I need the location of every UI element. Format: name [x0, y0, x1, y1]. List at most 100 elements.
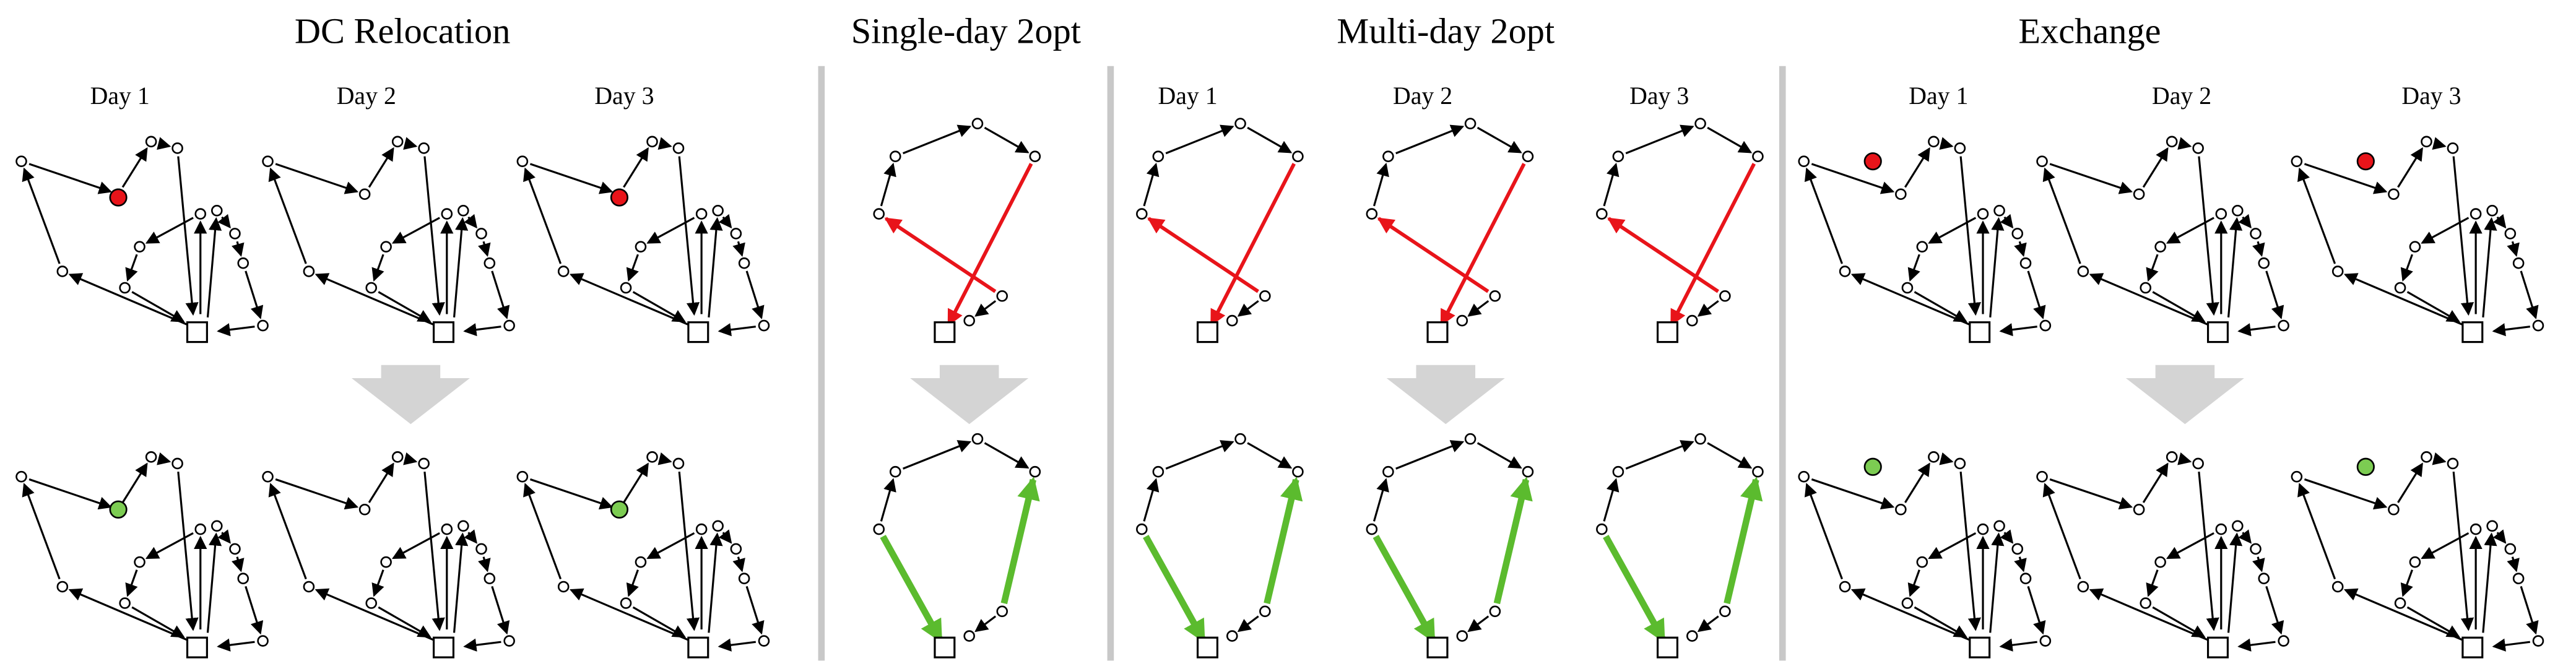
edge — [2237, 638, 2276, 652]
edge — [2297, 167, 2336, 264]
node — [2394, 282, 2406, 294]
edge — [131, 606, 185, 638]
route-panel — [262, 451, 515, 659]
node — [484, 572, 496, 584]
node — [119, 282, 131, 294]
edge — [125, 569, 138, 597]
node — [358, 503, 371, 516]
route-panel — [1798, 136, 2052, 343]
edge — [1707, 442, 1753, 469]
edge — [732, 241, 745, 257]
route-panel — [1136, 118, 1304, 343]
node — [2356, 457, 2375, 476]
edge — [2089, 588, 2211, 642]
node — [1489, 290, 1501, 302]
node — [109, 500, 128, 519]
node — [2011, 543, 2024, 555]
edge — [2049, 163, 2133, 194]
edge — [2452, 472, 2474, 631]
node — [2486, 520, 2498, 532]
edge — [478, 556, 491, 572]
edge — [391, 217, 440, 244]
edge — [1377, 217, 1490, 293]
edge — [2152, 291, 2206, 322]
node — [56, 266, 69, 277]
node — [262, 155, 274, 167]
edge — [2520, 585, 2539, 635]
node — [1259, 605, 1271, 618]
edge — [646, 532, 695, 559]
node — [145, 136, 157, 148]
depot — [934, 321, 956, 343]
edge — [732, 556, 745, 572]
edge — [2238, 214, 2252, 229]
edge — [2166, 217, 2214, 244]
route-panel — [1596, 118, 1764, 343]
node — [2356, 152, 2375, 171]
node — [1464, 118, 1477, 129]
node — [2250, 228, 2262, 240]
node — [730, 228, 742, 240]
edge — [491, 270, 510, 319]
node — [1916, 556, 1928, 568]
edge — [314, 588, 436, 642]
edge — [423, 472, 445, 631]
node — [1895, 503, 1907, 516]
edge — [880, 535, 944, 644]
depot — [186, 636, 208, 659]
depot — [1656, 636, 1679, 659]
edge — [1811, 163, 1895, 194]
edge — [121, 147, 148, 188]
node — [2192, 142, 2204, 154]
edge — [2252, 556, 2265, 572]
edge — [1999, 323, 2037, 337]
route-panel — [873, 433, 1041, 659]
node — [2258, 572, 2270, 584]
node — [380, 556, 392, 568]
node — [996, 605, 1008, 618]
edge — [217, 529, 231, 544]
edge — [463, 638, 501, 652]
node — [971, 433, 984, 445]
edge — [268, 483, 307, 580]
node — [365, 597, 378, 609]
edge — [478, 241, 491, 257]
edge — [623, 147, 649, 188]
node — [1694, 433, 1706, 445]
node — [1993, 520, 2005, 532]
edge — [1907, 569, 1920, 597]
edge — [1395, 440, 1465, 470]
edge — [902, 124, 972, 155]
edge — [1928, 532, 1977, 559]
day-label: Day 1 — [1158, 82, 1218, 110]
node — [303, 581, 315, 593]
edge — [463, 323, 501, 337]
edge — [177, 472, 199, 631]
depot — [687, 636, 709, 659]
node — [1382, 465, 1394, 478]
node — [1895, 188, 1907, 201]
node — [257, 319, 269, 332]
node — [1752, 150, 1764, 162]
depot — [934, 636, 956, 659]
node — [475, 543, 487, 555]
depot — [1969, 321, 1991, 343]
edge — [745, 270, 765, 319]
edge — [2482, 217, 2497, 318]
node — [2166, 136, 2178, 148]
edge — [1143, 162, 1160, 207]
depot — [2206, 636, 2229, 659]
edge — [464, 214, 477, 229]
edge — [314, 273, 436, 327]
edge — [22, 167, 61, 264]
node — [695, 208, 708, 220]
route-panel — [2291, 136, 2544, 343]
node — [2388, 503, 2400, 516]
node — [441, 208, 453, 220]
node — [610, 188, 629, 207]
edge — [368, 462, 394, 503]
node — [262, 470, 274, 483]
edge — [2146, 569, 2159, 597]
edge — [569, 273, 692, 327]
edge — [2027, 585, 2046, 635]
